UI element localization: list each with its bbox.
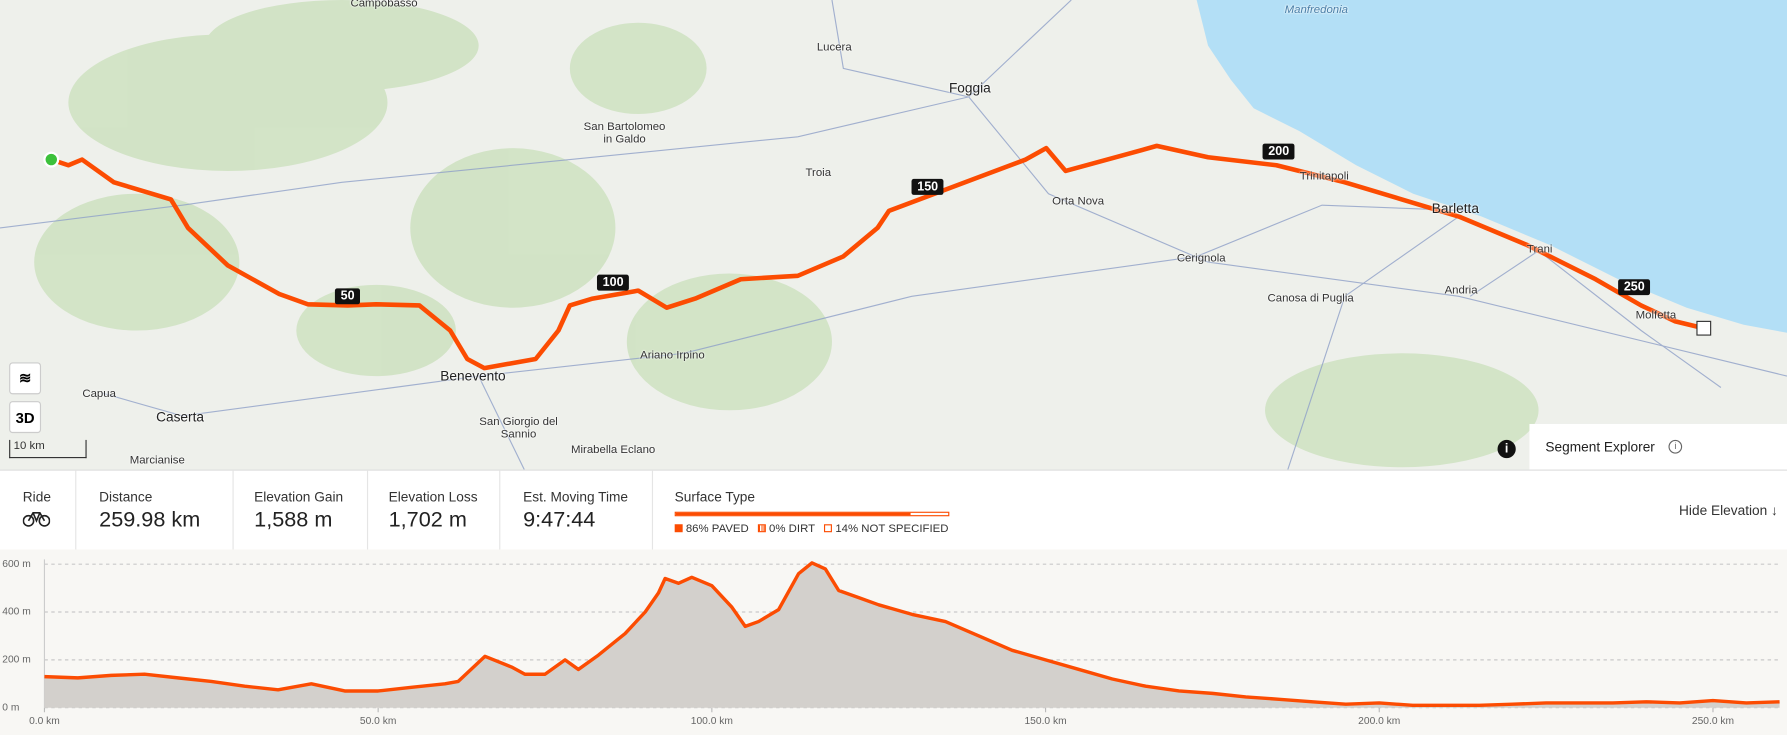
- place-label: San Bartolomeo in Galdo: [583, 120, 666, 146]
- km-marker: 200: [1262, 143, 1295, 160]
- hide-elevation-button[interactable]: Hide Elevation ↓: [1679, 502, 1778, 519]
- stat-label: Elevation Gain: [254, 488, 344, 505]
- stat: Elevation Gain 1,588 m: [232, 470, 369, 551]
- segment-explorer-label: Segment Explorer: [1545, 438, 1655, 455]
- stat-label: Elevation Loss: [388, 488, 478, 505]
- x-tick-label: 100.0 km: [691, 716, 733, 727]
- bike-icon: [22, 512, 51, 527]
- place-label: Mirabella Eclano: [571, 443, 656, 457]
- y-tick-label: 400 m: [2, 607, 30, 618]
- place-label: Barletta: [1431, 200, 1479, 217]
- legend-text: 14% NOT SPECIFIED: [835, 523, 949, 536]
- elevation-chart: 0 m 200 m 400 m 600 m 0.0 km 50.0 km 100.0 km 1…: [0, 549, 1787, 735]
- x-tick-label: 150.0 km: [1024, 716, 1066, 727]
- legend-item: 0% DIRT: [757, 523, 816, 536]
- place-label: Campobasso: [350, 0, 418, 10]
- place-label: Caserta: [156, 409, 205, 426]
- place-label: Trinitapoli: [1299, 170, 1349, 183]
- surface-legend: 86% PAVED 0% DIRT 14% NOT SPECIFIED: [674, 523, 948, 536]
- stat-value: 9:47:44: [523, 508, 596, 533]
- place-label: Ariano Irpino: [640, 349, 705, 362]
- map-base: [0, 0, 1787, 470]
- stat-value: 1,588 m: [254, 508, 333, 533]
- place-label: Orta Nova: [1052, 195, 1105, 208]
- map[interactable]: Manfredonia Campobasso Lucera Foggia San Ba…: [0, 0, 1787, 470]
- stat-label: Distance: [99, 488, 153, 505]
- place-label: Trani: [1526, 243, 1553, 256]
- x-tick-label: 250.0 km: [1692, 716, 1734, 727]
- km-marker: 250: [1618, 279, 1651, 296]
- finish-marker: [1696, 320, 1712, 336]
- segment-explorer[interactable]: Segment Explorer i: [1529, 423, 1787, 470]
- place-label: Foggia: [948, 79, 991, 96]
- place-label: Benevento: [440, 368, 506, 385]
- place-label: San Giorgio del Sannio: [479, 415, 558, 442]
- km-marker: 50: [334, 288, 361, 305]
- y-tick-label: 0 m: [2, 702, 19, 713]
- stat: Est. Moving Time 9:47:44: [499, 470, 654, 551]
- place-label: Canosa di Puglia: [1267, 292, 1354, 305]
- activity-label: Ride: [22, 488, 51, 505]
- km-marker: 100: [596, 274, 630, 291]
- stat-value: 259.98 km: [99, 508, 201, 533]
- x-tick-label: 200.0 km: [1358, 716, 1400, 727]
- legend-text: 86% PAVED: [685, 523, 749, 536]
- roads: [0, 0, 1787, 470]
- surface-label: Surface Type: [674, 488, 756, 505]
- info-icon: i: [1668, 439, 1683, 454]
- place-label: Troia: [805, 166, 832, 180]
- activity-col: Ride: [0, 470, 77, 551]
- stat-value: 1,702 m: [388, 508, 467, 533]
- legend-item: 14% NOT SPECIFIED: [824, 523, 948, 536]
- stat: Distance 259.98 km: [75, 470, 234, 551]
- place-label: Cerignola: [1176, 252, 1226, 265]
- info-button[interactable]: i: [1497, 439, 1516, 459]
- start-marker: [43, 151, 60, 168]
- sea: [1196, 0, 1787, 333]
- y-tick-label: 200 m: [2, 655, 30, 666]
- place-label: Marcianise: [129, 454, 185, 467]
- scale-bar: 10 km: [9, 439, 87, 459]
- terrain: [34, 0, 1539, 468]
- sea-label: Manfredonia: [1284, 3, 1348, 17]
- elevation-line: [44, 561, 1780, 708]
- place-label: Molfetta: [1635, 309, 1677, 322]
- elevation-area: [44, 562, 1780, 708]
- stat: Elevation Loss 1,702 m: [367, 470, 501, 551]
- layers-button[interactable]: ≋: [9, 362, 42, 395]
- stats-bar: Ride Distance 259.98 km Elevation Gain 1,5…: [0, 469, 1787, 551]
- x-tick-label: 50.0 km: [360, 716, 396, 727]
- y-tick-label: 600 m: [2, 559, 30, 570]
- three-d-button[interactable]: 3D: [9, 401, 42, 434]
- legend-item: 86% PAVED: [674, 523, 749, 536]
- place-label: Capua: [82, 388, 116, 401]
- place-label: Lucera: [816, 41, 852, 55]
- x-tick-label: 0.0 km: [29, 716, 60, 727]
- km-marker: 150: [911, 178, 944, 195]
- place-label: Andria: [1444, 284, 1478, 297]
- stat-label: Est. Moving Time: [523, 488, 628, 505]
- surface-bar: [674, 511, 950, 517]
- surface: Surface Type 86% PAVED 0% DIRT 14% NOT S…: [674, 471, 971, 551]
- legend-text: 0% DIRT: [769, 523, 816, 536]
- route: [50, 143, 1705, 371]
